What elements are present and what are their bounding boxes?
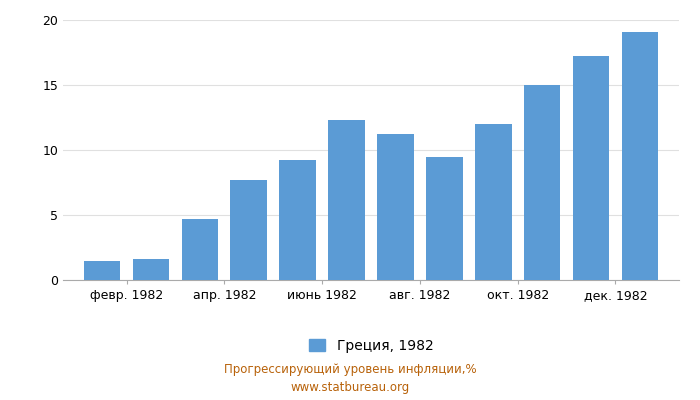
Bar	[622, 32, 658, 280]
Bar	[377, 134, 414, 280]
Bar	[181, 219, 218, 280]
Legend: Греция, 1982: Греция, 1982	[309, 339, 433, 353]
Text: Прогрессирующий уровень инфляции,%: Прогрессирующий уровень инфляции,%	[224, 364, 476, 376]
Bar	[84, 260, 120, 280]
Bar	[279, 160, 316, 280]
Bar	[573, 56, 609, 280]
Bar	[230, 180, 267, 280]
Bar	[133, 259, 169, 280]
Text: www.statbureau.org: www.statbureau.org	[290, 382, 410, 394]
Bar	[328, 120, 365, 280]
Bar	[475, 124, 512, 280]
Bar	[426, 156, 463, 280]
Bar	[524, 85, 561, 280]
